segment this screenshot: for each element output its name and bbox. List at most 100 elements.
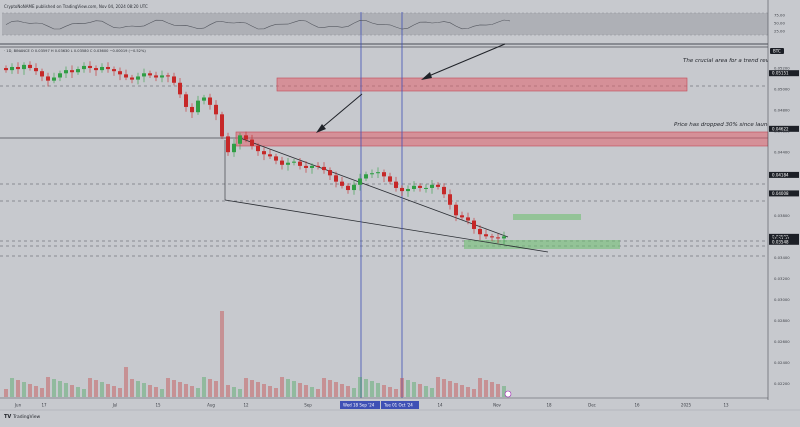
candle-body bbox=[124, 74, 128, 78]
resistance-zone-lower[interactable] bbox=[235, 131, 769, 147]
volume-bar bbox=[490, 382, 494, 397]
volume-bar bbox=[124, 367, 128, 397]
resistance-zone-upper[interactable] bbox=[276, 77, 688, 92]
volume-bar bbox=[58, 381, 62, 397]
candle-body bbox=[454, 204, 458, 216]
price-tag-label-3: 0.04008 bbox=[772, 191, 789, 196]
price-tick-1: 0.05000 bbox=[774, 87, 790, 92]
support-zone[interactable] bbox=[464, 240, 620, 249]
candle-body bbox=[328, 170, 332, 176]
volume-bar bbox=[160, 389, 164, 397]
symbol-line: · 1D, BINANCE O 0.03597 H 0.03630 L 0.03… bbox=[4, 49, 146, 53]
candle-body bbox=[304, 165, 308, 168]
tradingview-logo-icon: TV bbox=[4, 414, 11, 420]
candle-body bbox=[388, 176, 392, 182]
price-tick-11: 0.03000 bbox=[774, 297, 790, 302]
time-axis[interactable]: Jun 17 Jul 15 Aug 12 Sep 14 Nov 18 Dec 16 2025 13 bbox=[14, 403, 729, 408]
arrow-to-upper-zone[interactable] bbox=[421, 43, 506, 80]
publisher-line: CryptoNoNAME published on TradingView.co… bbox=[4, 4, 148, 9]
volume-bar bbox=[370, 381, 374, 397]
candle-body bbox=[46, 76, 50, 81]
candle-body bbox=[406, 188, 410, 192]
candle-body bbox=[496, 237, 500, 239]
candle-body bbox=[268, 154, 272, 157]
footer-brand: TradingView bbox=[12, 414, 41, 420]
currency-badge[interactable] bbox=[770, 48, 784, 54]
volume-bar bbox=[460, 385, 464, 397]
volume-bar bbox=[406, 380, 410, 397]
volume-bar bbox=[82, 389, 86, 397]
candle-body bbox=[220, 114, 224, 137]
volume-bar bbox=[118, 388, 122, 397]
time-tick-15: 13 bbox=[723, 403, 729, 408]
price-tag-label-0: 0.05151 bbox=[772, 71, 789, 76]
currency-badge-label: BTC bbox=[773, 49, 781, 54]
volume-bar bbox=[364, 379, 368, 397]
candle-body bbox=[34, 68, 38, 72]
candle-body bbox=[340, 181, 344, 186]
volume-bar bbox=[154, 387, 158, 397]
target-zone[interactable] bbox=[513, 214, 581, 220]
price-tick-14: 0.02400 bbox=[774, 360, 790, 365]
volume-bar bbox=[76, 387, 80, 397]
volume-bar bbox=[256, 382, 260, 397]
wedge-lower-line[interactable] bbox=[224, 199, 549, 253]
event-flag-icon[interactable] bbox=[504, 390, 512, 398]
volume-bar bbox=[28, 384, 32, 397]
candle-body bbox=[172, 76, 176, 83]
wedge-upper-line[interactable] bbox=[239, 137, 509, 238]
candle-body bbox=[280, 160, 284, 165]
time-tick-10: Nov bbox=[493, 403, 501, 408]
arrow-to-lower-zone[interactable] bbox=[316, 93, 363, 133]
price-tag-1 bbox=[769, 125, 799, 132]
candle-body bbox=[184, 94, 188, 107]
candle-body bbox=[316, 165, 320, 167]
candle-body bbox=[160, 75, 164, 78]
price-tick-7: 0.03800 bbox=[774, 213, 790, 218]
price-tag-7 bbox=[769, 238, 799, 245]
candle-body bbox=[52, 77, 56, 81]
volume-bar bbox=[358, 377, 362, 397]
volume-bar bbox=[292, 381, 296, 397]
volume-bar bbox=[106, 384, 110, 397]
rsi-line bbox=[5, 19, 511, 30]
candle-body bbox=[424, 187, 428, 189]
candle-body bbox=[106, 66, 110, 70]
volume-bar bbox=[502, 386, 506, 397]
time-tick-4: Aug bbox=[207, 403, 215, 408]
volume-bar bbox=[262, 384, 266, 397]
volume-bar bbox=[436, 377, 440, 397]
candle-body bbox=[94, 68, 98, 71]
volume-bar bbox=[334, 382, 338, 397]
candle-body bbox=[22, 64, 26, 70]
price-tick-9: 0.03400 bbox=[774, 255, 790, 260]
volume-bar bbox=[226, 385, 230, 397]
candle-body bbox=[214, 104, 218, 115]
candle-body bbox=[82, 65, 86, 70]
volume-bar bbox=[376, 383, 380, 397]
price-tick-10: 0.03200 bbox=[774, 276, 790, 281]
candle-body bbox=[70, 70, 74, 73]
candle-body bbox=[118, 71, 122, 75]
rsi-ticks: 75.00 50.00 25.00 bbox=[774, 13, 785, 34]
candle-body bbox=[400, 187, 404, 192]
volume-bar bbox=[412, 382, 416, 397]
volume-bar bbox=[22, 382, 26, 397]
candle-body bbox=[460, 215, 464, 218]
volume-bar bbox=[112, 386, 116, 397]
volume-bar bbox=[484, 380, 488, 397]
candle-body bbox=[154, 75, 158, 78]
volume-bar bbox=[322, 378, 326, 397]
candle-body bbox=[100, 66, 104, 71]
candle-body bbox=[292, 161, 296, 163]
volume-bar bbox=[466, 387, 470, 397]
volume-bar bbox=[4, 389, 8, 397]
volume-bar bbox=[190, 386, 194, 397]
volume-bar bbox=[238, 389, 242, 397]
price-tag-2 bbox=[769, 171, 799, 178]
time-tick-0: Jun bbox=[14, 403, 22, 408]
volume-bar bbox=[202, 377, 206, 397]
volume-bar bbox=[52, 379, 56, 397]
